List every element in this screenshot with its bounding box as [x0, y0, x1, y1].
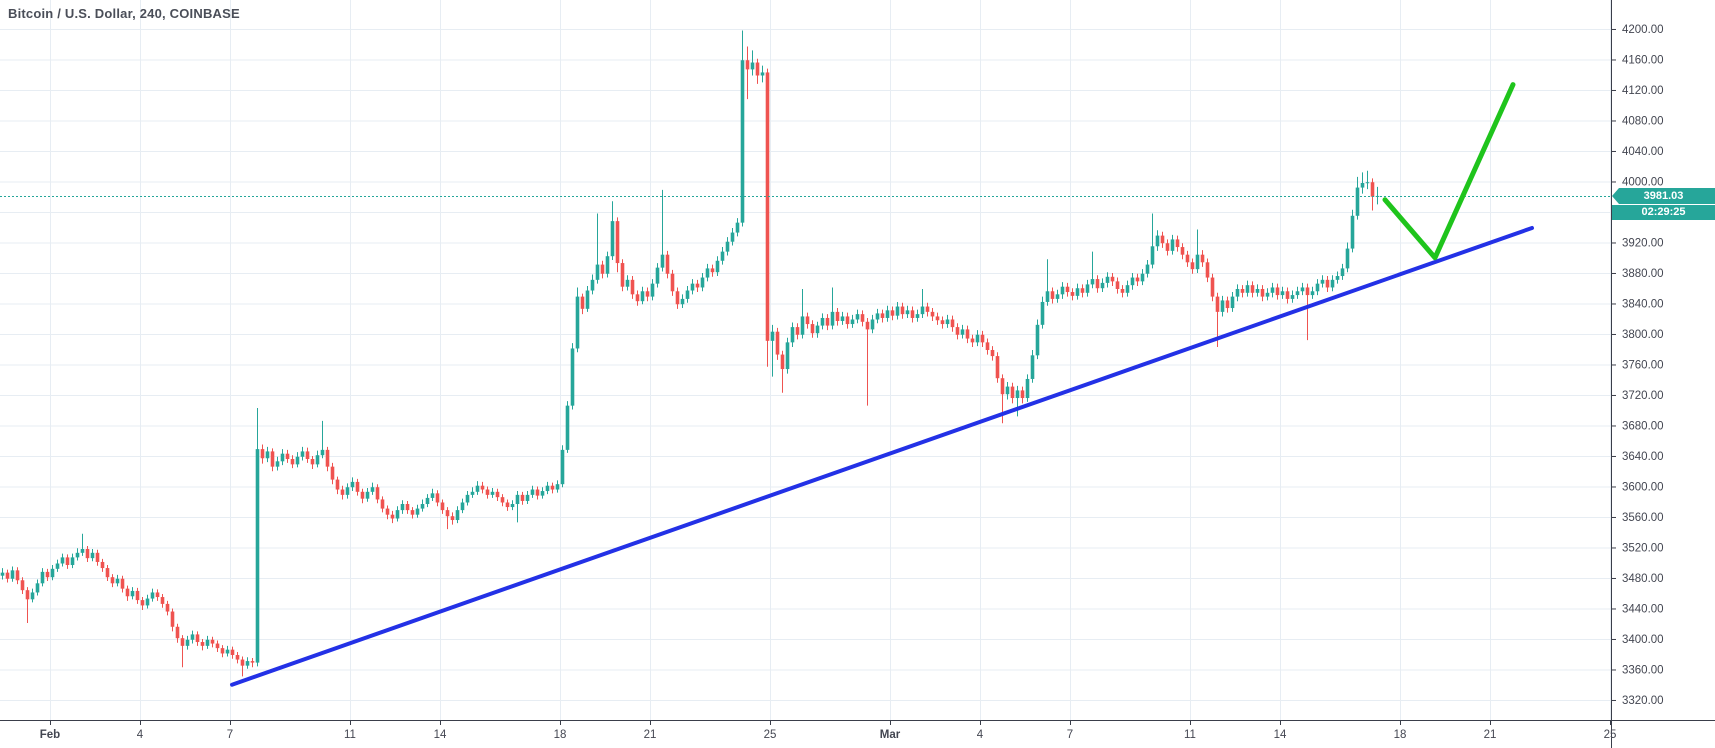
forecast-arrow-drawing[interactable]: [1382, 82, 1516, 261]
svg-text:3840.00: 3840.00: [1622, 298, 1664, 310]
symbol-title: Bitcoin / U.S. Dollar, 240, COINBASE: [8, 6, 240, 21]
svg-text:7: 7: [1067, 729, 1073, 741]
price-axis[interactable]: 4200.00 4160.00 4120.00 4080.00 4040.00 4000.…: [1611, 0, 1664, 748]
svg-text:3800.00: 3800.00: [1622, 329, 1664, 341]
svg-text:4000.00: 4000.00: [1622, 176, 1664, 188]
svg-text:3520.00: 3520.00: [1622, 542, 1664, 554]
svg-text:3480.00: 3480.00: [1622, 573, 1664, 585]
svg-text:25: 25: [1604, 729, 1617, 741]
svg-text:14: 14: [1274, 729, 1287, 741]
svg-text:11: 11: [344, 729, 356, 741]
svg-text:11: 11: [1184, 729, 1196, 741]
svg-text:3360.00: 3360.00: [1622, 664, 1664, 676]
time-axis[interactable]: Feb 4 7 11 14 18 21 25 Mar 4 7 11 14 18 21 25: [0, 720, 1715, 742]
svg-text:3640.00: 3640.00: [1622, 451, 1664, 463]
grid-lines: [0, 0, 1611, 720]
svg-text:3320.00: 3320.00: [1622, 695, 1664, 707]
svg-text:4200.00: 4200.00: [1622, 24, 1664, 36]
svg-text:3680.00: 3680.00: [1622, 420, 1664, 432]
svg-text:7: 7: [227, 729, 233, 741]
svg-text:4120.00: 4120.00: [1622, 85, 1664, 97]
svg-text:4: 4: [977, 729, 984, 741]
svg-text:4: 4: [137, 729, 144, 741]
svg-text:14: 14: [434, 729, 447, 741]
svg-text:4040.00: 4040.00: [1622, 146, 1664, 158]
svg-text:3720.00: 3720.00: [1622, 390, 1664, 402]
svg-text:18: 18: [554, 729, 567, 741]
svg-text:3920.00: 3920.00: [1622, 237, 1664, 249]
candle-series: [0, 30, 1380, 677]
svg-text:18: 18: [1394, 729, 1407, 741]
svg-text:Feb: Feb: [40, 729, 60, 741]
svg-text:3560.00: 3560.00: [1622, 512, 1664, 524]
svg-text:3440.00: 3440.00: [1622, 603, 1664, 615]
svg-text:3600.00: 3600.00: [1622, 481, 1664, 493]
svg-text:4160.00: 4160.00: [1622, 54, 1664, 66]
svg-text:21: 21: [644, 729, 657, 741]
svg-text:3880.00: 3880.00: [1622, 268, 1664, 280]
last-price-label: 3981.03: [1612, 187, 1715, 204]
svg-text:25: 25: [764, 729, 777, 741]
svg-text:Mar: Mar: [880, 729, 901, 741]
svg-text:4080.00: 4080.00: [1622, 115, 1664, 127]
svg-text:21: 21: [1484, 729, 1497, 741]
trendline-drawing[interactable]: [230, 225, 1534, 687]
svg-text:3760.00: 3760.00: [1622, 359, 1664, 371]
svg-text:3400.00: 3400.00: [1622, 634, 1664, 646]
bar-countdown-label: 02:29:25: [1612, 204, 1715, 220]
